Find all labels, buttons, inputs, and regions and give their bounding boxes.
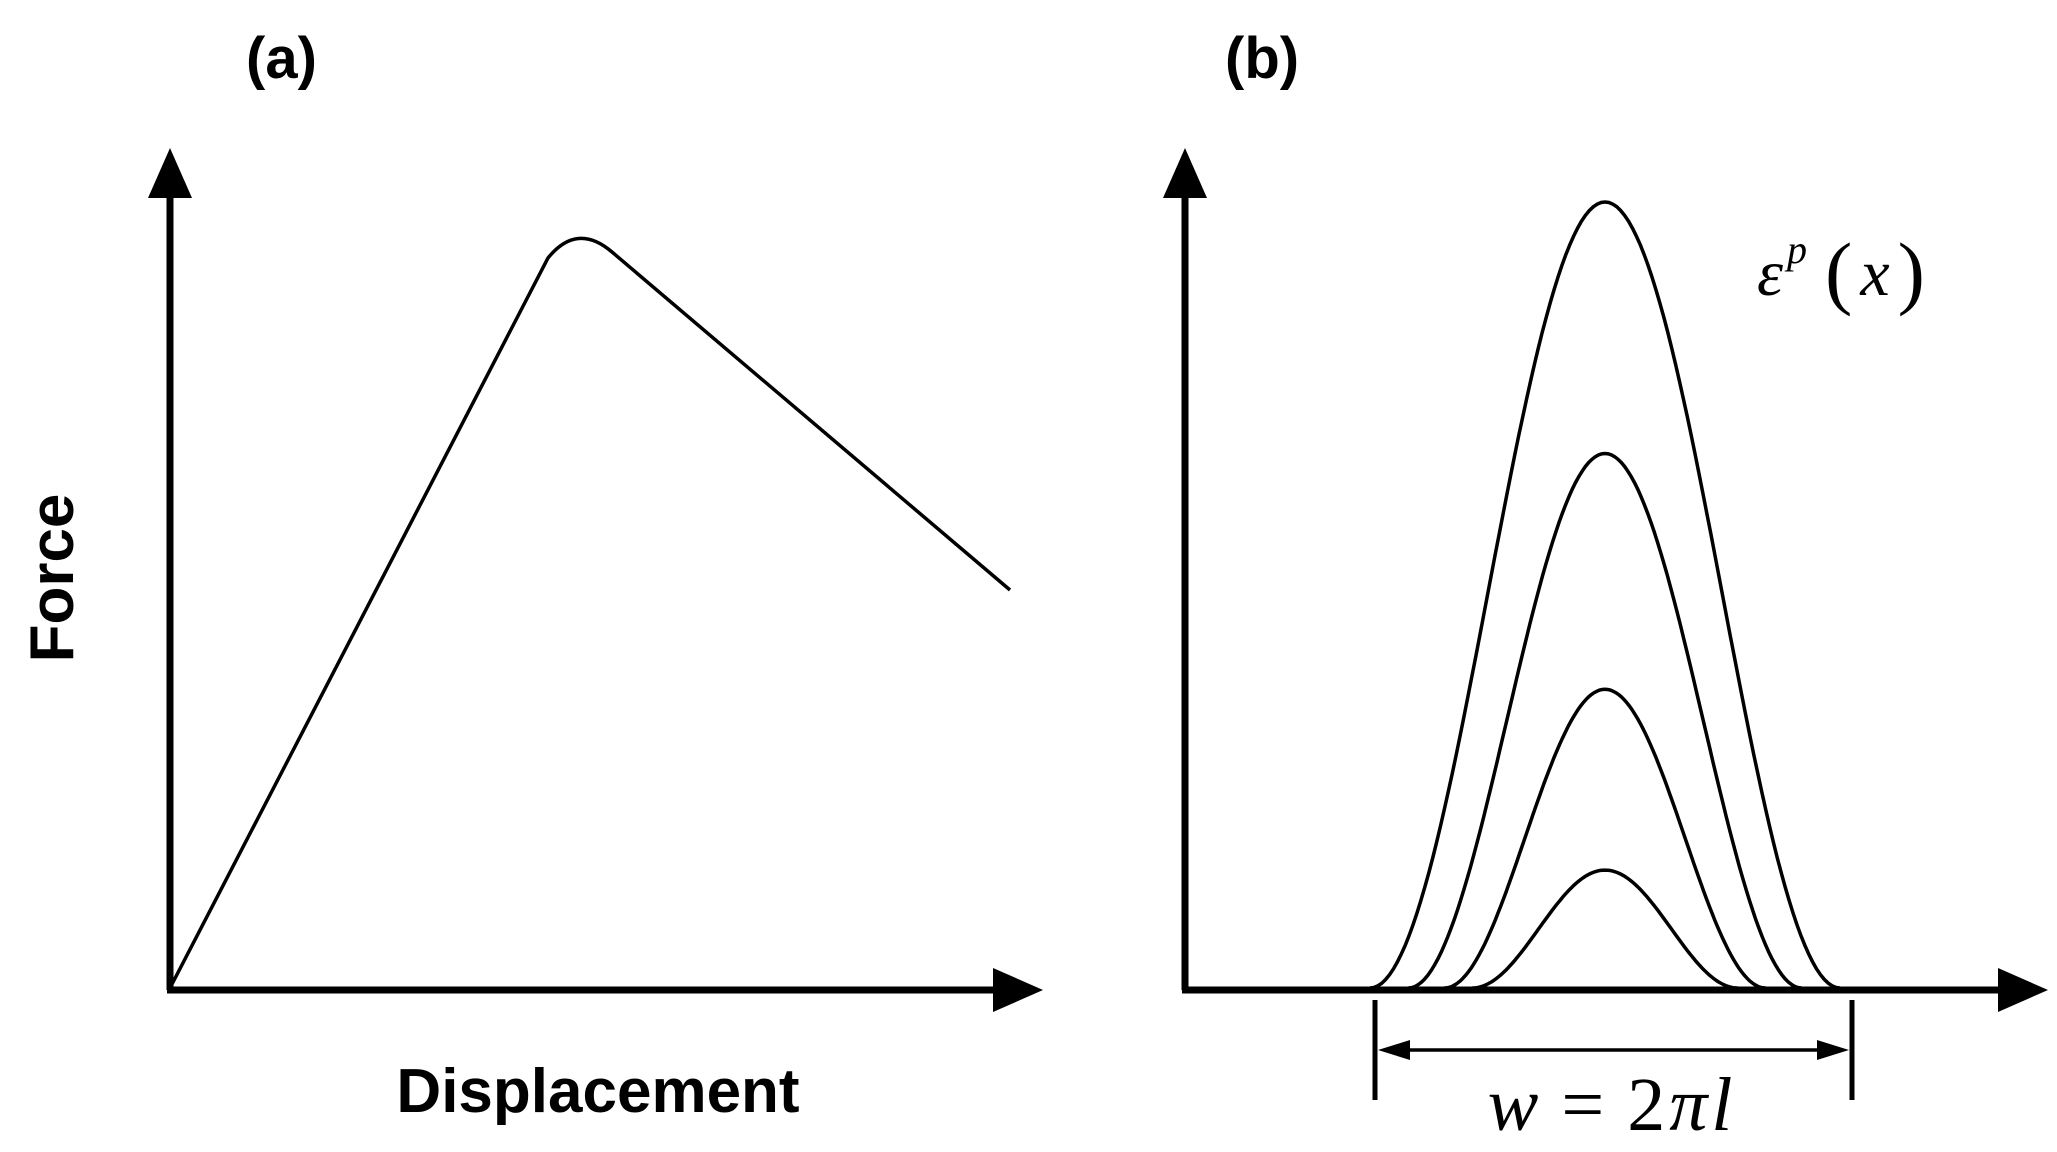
width-left-arrowhead: [1378, 1040, 1410, 1060]
y-axis-label: Force: [18, 494, 87, 663]
strain-curve-2: [1408, 451, 1802, 990]
x-axis-label: Displacement: [396, 1057, 799, 1126]
panel-b-label: (b): [1225, 26, 1299, 91]
panel-a-x-arrowhead: [993, 968, 1043, 1012]
width-pi: π: [1669, 1063, 1709, 1147]
width-right-arrowhead: [1817, 1040, 1849, 1060]
width-label: w = 2 π l: [1488, 1063, 1733, 1147]
strain-curves: [1369, 200, 1841, 990]
strain-open-paren: (: [1825, 226, 1852, 317]
panel-b-y-arrowhead: [1163, 148, 1207, 198]
strain-superscript: p: [1784, 227, 1807, 272]
width-var: l: [1711, 1063, 1732, 1147]
strain-curve-4: [1471, 868, 1739, 990]
width-coefficient: 2: [1627, 1063, 1665, 1147]
strain-close-paren: ): [1898, 226, 1925, 317]
width-lhs: w: [1488, 1063, 1539, 1147]
strain-label: ε p ( x ): [1757, 226, 1925, 317]
strain-argument: x: [1859, 237, 1889, 310]
panel-a-label: (a): [246, 26, 317, 91]
panel-b-x-arrowhead: [1998, 968, 2048, 1012]
panel-b: (b) ε p ( x ) w = 2 π l: [1163, 26, 2048, 1147]
strain-symbol: ε: [1757, 237, 1783, 310]
force-displacement-curve: [168, 236, 1012, 989]
panel-a-y-arrowhead: [148, 148, 192, 198]
strain-curve-1: [1369, 200, 1841, 990]
panel-a: (a) Displacement Force: [18, 26, 1043, 1126]
width-equals: =: [1542, 1063, 1623, 1147]
strain-curve-3: [1444, 687, 1766, 990]
